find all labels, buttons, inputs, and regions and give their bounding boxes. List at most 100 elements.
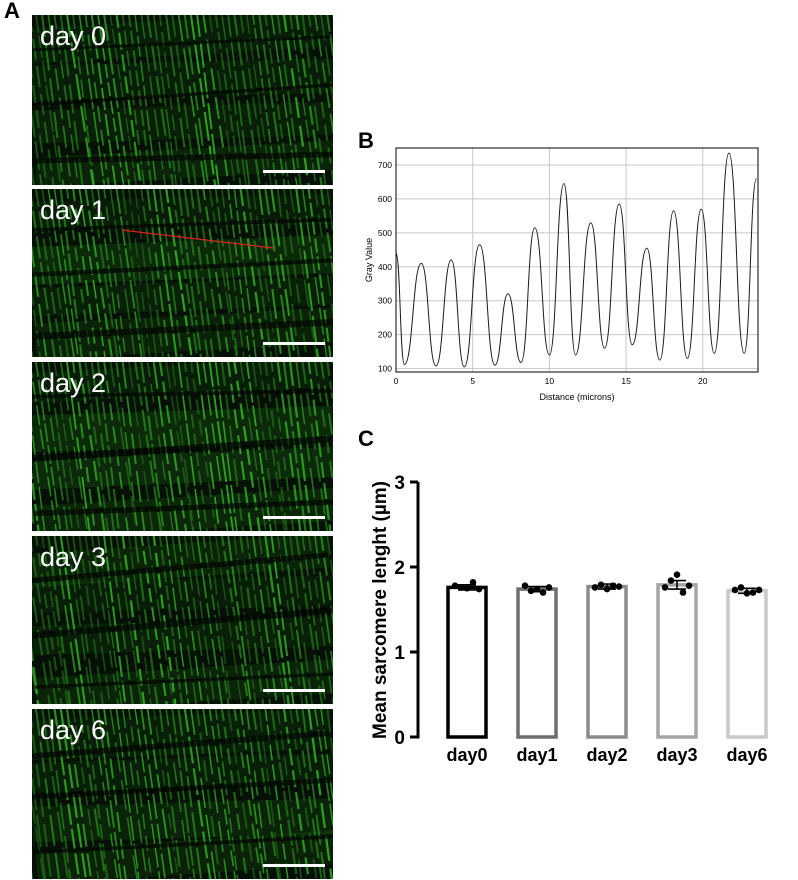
- y-tick-label: 600: [378, 194, 392, 204]
- x-tick-label: day1: [516, 745, 557, 765]
- fiber-gap: [32, 435, 333, 462]
- striation: [264, 189, 292, 357]
- striation: [282, 15, 310, 185]
- y-tick-label: 2: [394, 558, 405, 579]
- fiber-glow: [32, 575, 333, 613]
- micrograph-label: day 6: [40, 715, 107, 745]
- striation: [140, 536, 168, 704]
- striation: [121, 362, 146, 531]
- striation: [276, 15, 302, 185]
- data-point: [533, 585, 541, 593]
- data-point: [731, 586, 739, 594]
- fiber-glow: [32, 446, 333, 490]
- striation: [32, 371, 58, 531]
- x-tick-label: day6: [726, 745, 767, 765]
- profile-trace-line: [121, 229, 274, 249]
- striation: [109, 536, 134, 704]
- striation: [84, 362, 109, 531]
- x-tick-label: 10: [545, 376, 555, 386]
- fiber-gap: [32, 388, 332, 399]
- striation: [264, 362, 288, 531]
- data-point: [539, 589, 547, 596]
- striation: [158, 709, 183, 879]
- striation: [177, 15, 206, 185]
- striation: [41, 536, 69, 704]
- striation: [121, 536, 146, 704]
- striation: [239, 189, 267, 357]
- striation: [289, 15, 317, 185]
- y-tick-label: 1: [394, 643, 405, 664]
- striation: [233, 189, 257, 357]
- striation: [103, 536, 127, 704]
- bars: [446, 571, 768, 739]
- fiber-gap: [32, 258, 333, 277]
- fiber-glow: [32, 362, 330, 404]
- striation: [258, 709, 282, 879]
- data-point: [469, 579, 477, 586]
- line-profile-chart: 0 5 10 15 20 100 200 300 400 500 600 700 Distance (…: [364, 147, 759, 402]
- striation: [214, 189, 239, 357]
- striation: [84, 536, 111, 704]
- scale-bar: [263, 864, 325, 867]
- micrograph-day0: day 0: [32, 15, 333, 185]
- striation: [32, 543, 58, 704]
- fiber-gap: [32, 83, 333, 107]
- bar-day0: [446, 585, 488, 739]
- striation: [53, 536, 81, 704]
- bar-day1: [516, 587, 558, 739]
- striation: [276, 189, 300, 357]
- striation: [134, 709, 161, 879]
- striation: [264, 536, 290, 704]
- y-tick-label: 0: [394, 728, 405, 749]
- striation: [35, 15, 62, 185]
- fluorescence-image: [32, 15, 333, 185]
- striation: [221, 189, 245, 357]
- striation: [326, 536, 333, 583]
- striation: [165, 709, 192, 879]
- striation: [152, 536, 177, 704]
- fiber-glow: [32, 709, 332, 761]
- y-tick-label: 400: [378, 262, 392, 272]
- sarcomere-bar-chart: 0 1 2 3 day0 day1 day2 day3 day6 Mean sarcomere …: [370, 473, 768, 765]
- tick-labels: 0 5 10 15 20 100 200 300 400 500 600 700: [378, 160, 708, 386]
- panel-letter-b: B: [358, 128, 374, 153]
- striation: [326, 362, 333, 410]
- data-point: [755, 586, 763, 594]
- y-tick-label: 300: [378, 296, 392, 306]
- striation: [171, 709, 196, 879]
- striation: [282, 189, 308, 357]
- striation: [47, 536, 72, 704]
- striation: [307, 536, 333, 704]
- data-point: [749, 589, 757, 596]
- y-axis: [410, 480, 420, 739]
- data-point: [673, 571, 681, 578]
- striation: [289, 189, 318, 357]
- y-axis-label: Mean sarcomere lenght (µm): [370, 481, 391, 739]
- striation: [233, 709, 263, 879]
- striation: [295, 362, 320, 531]
- data-point: [597, 581, 605, 589]
- fiber-gap: [32, 217, 332, 232]
- micrograph-day6: day 6: [32, 709, 333, 879]
- bar-day6: [726, 589, 768, 739]
- striation: [307, 15, 333, 185]
- y-axis-label: Gray Value: [364, 238, 374, 282]
- striation: [252, 189, 278, 357]
- striation: [146, 709, 174, 879]
- striation: [301, 15, 327, 185]
- scale-bar: [263, 516, 325, 519]
- striation: [239, 709, 266, 879]
- striation: [196, 189, 223, 357]
- data-point: [615, 583, 623, 590]
- striation: [122, 709, 148, 879]
- x-axis-label: Distance (microns): [539, 392, 614, 402]
- striation: [202, 709, 228, 879]
- panel-letter-a: A: [4, 0, 20, 23]
- x-tick-label: day2: [586, 745, 627, 765]
- striation: [314, 536, 333, 673]
- striation: [171, 189, 199, 357]
- data-point: [685, 582, 693, 589]
- micrograph-label: day 2: [40, 368, 107, 398]
- x-tick-label: day0: [446, 745, 487, 765]
- fiber-glow: [35, 487, 333, 531]
